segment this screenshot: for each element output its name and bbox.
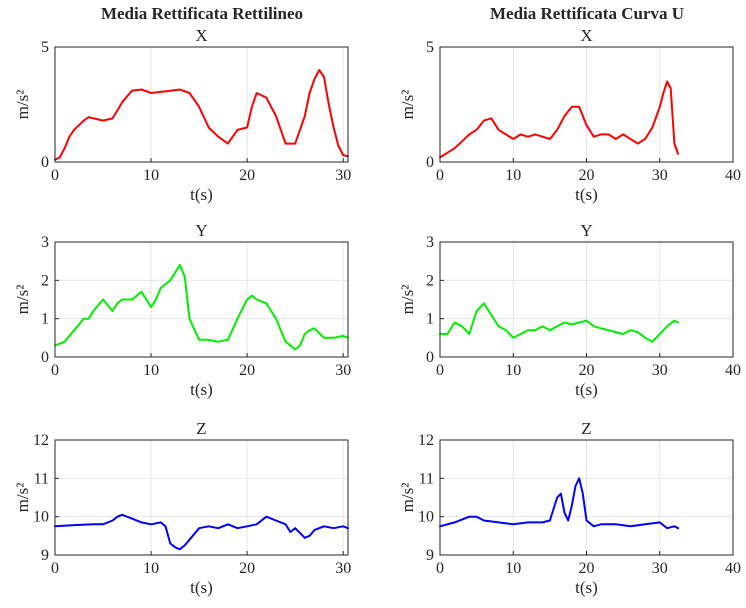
x-tick-label: 10 bbox=[143, 560, 159, 577]
y-tick-label: 11 bbox=[419, 470, 434, 487]
x-axis-label: t(s) bbox=[575, 380, 598, 399]
subplot-title: X bbox=[580, 26, 592, 45]
x-tick-label: 10 bbox=[505, 362, 521, 379]
x-tick-label: 10 bbox=[143, 362, 159, 379]
data-line bbox=[54, 264, 349, 351]
subplot-title: Y bbox=[580, 221, 592, 240]
x-tick-label: 0 bbox=[436, 560, 444, 577]
x-axis-label: t(s) bbox=[190, 578, 213, 597]
x-tick-label: 20 bbox=[239, 167, 255, 184]
x-tick-label: 20 bbox=[239, 362, 255, 379]
y-tick-label: 0 bbox=[426, 349, 434, 366]
x-axis-label: t(s) bbox=[575, 578, 598, 597]
subplot-title: X bbox=[195, 26, 207, 45]
x-tick-label: 0 bbox=[51, 167, 59, 184]
x-axis-label: t(s) bbox=[190, 380, 213, 399]
x-tick-label: 0 bbox=[51, 362, 59, 379]
plot-area bbox=[55, 440, 348, 555]
data-line bbox=[54, 513, 349, 551]
subplot-y-right: 0 10 20 30 40 0 1 2 3 Yt(s) m/s² bbox=[398, 221, 741, 399]
subplot-z-left: 0 10 20 30 9 10 11 12 Zt(s) m/s² bbox=[13, 419, 351, 597]
subplot-title: Y bbox=[195, 221, 207, 240]
x-tick-label: 30 bbox=[335, 560, 351, 577]
x-tick-label: 40 bbox=[725, 560, 741, 577]
y-tick-label: 12 bbox=[418, 432, 434, 449]
subplot-x-right: 0 10 20 30 40 0 5 Xt(s) m/s² bbox=[398, 26, 741, 204]
x-tick-label: 30 bbox=[652, 362, 668, 379]
y-axis-label: m/s² bbox=[398, 90, 417, 120]
subplot-z-right: 0 10 20 30 40 9 10 11 12 Zt(s) m/s² bbox=[398, 419, 741, 597]
data-line bbox=[439, 302, 680, 343]
x-axis-label: t(s) bbox=[575, 185, 598, 204]
y-tick-label: 3 bbox=[41, 234, 49, 251]
x-tick-label: 30 bbox=[652, 167, 668, 184]
axes-frame bbox=[54, 46, 349, 163]
y-axis-label: m/s² bbox=[13, 90, 32, 120]
axes-frame bbox=[54, 439, 349, 556]
x-tick-label: 10 bbox=[505, 560, 521, 577]
y-tick-label: 12 bbox=[33, 432, 49, 449]
x-tick-label: 20 bbox=[579, 560, 595, 577]
x-axis-label: t(s) bbox=[190, 185, 213, 204]
y-tick-label: 1 bbox=[41, 311, 49, 328]
x-tick-label: 30 bbox=[335, 167, 351, 184]
column-title-right: Media Rettificata Curva U bbox=[490, 4, 684, 23]
x-tick-label: 0 bbox=[436, 362, 444, 379]
y-tick-label: 0 bbox=[41, 349, 49, 366]
x-tick-label: 40 bbox=[725, 167, 741, 184]
x-tick-label: 20 bbox=[579, 362, 595, 379]
y-axis-label: m/s² bbox=[13, 285, 32, 315]
x-tick-label: 40 bbox=[725, 362, 741, 379]
y-tick-label: 9 bbox=[41, 547, 49, 564]
y-tick-label: 5 bbox=[426, 39, 434, 56]
column-title-left: Media Rettificata Rettilineo bbox=[101, 4, 303, 23]
axes-frame bbox=[54, 241, 349, 358]
y-tick-label: 2 bbox=[41, 272, 49, 289]
x-tick-label: 20 bbox=[579, 167, 595, 184]
x-tick-label: 30 bbox=[335, 362, 351, 379]
y-axis-label: m/s² bbox=[13, 483, 32, 513]
y-tick-label: 5 bbox=[41, 39, 49, 56]
y-tick-label: 10 bbox=[418, 509, 434, 526]
y-tick-label: 2 bbox=[426, 272, 434, 289]
y-tick-label: 9 bbox=[426, 547, 434, 564]
x-tick-label: 20 bbox=[239, 560, 255, 577]
y-axis-label: m/s² bbox=[398, 285, 417, 315]
y-axis-label: m/s² bbox=[398, 483, 417, 513]
data-line bbox=[439, 80, 680, 159]
x-tick-label: 10 bbox=[143, 167, 159, 184]
y-tick-label: 11 bbox=[34, 470, 49, 487]
subplot-y-left: 0 10 20 30 0 1 2 3 Yt(s) m/s² bbox=[13, 221, 351, 399]
y-tick-label: 0 bbox=[41, 154, 49, 171]
x-tick-label: 10 bbox=[505, 167, 521, 184]
plot-area bbox=[55, 47, 348, 162]
y-tick-label: 0 bbox=[426, 154, 434, 171]
subplot-x-left: 0 10 20 30 0 5 Xt(s) m/s² bbox=[13, 26, 351, 204]
subplot-title: Z bbox=[196, 419, 206, 438]
x-tick-label: 0 bbox=[51, 560, 59, 577]
y-tick-label: 1 bbox=[426, 311, 434, 328]
y-tick-label: 10 bbox=[33, 509, 49, 526]
subplot-title: Z bbox=[581, 419, 591, 438]
x-tick-label: 0 bbox=[436, 167, 444, 184]
x-tick-label: 30 bbox=[652, 560, 668, 577]
y-tick-label: 3 bbox=[426, 234, 434, 251]
